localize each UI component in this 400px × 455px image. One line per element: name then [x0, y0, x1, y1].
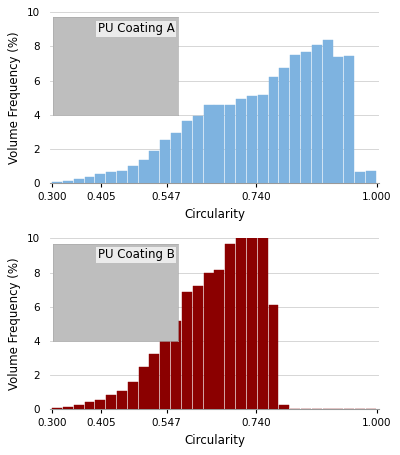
Bar [182, 292, 192, 409]
Bar [258, 238, 268, 409]
Bar [193, 286, 203, 409]
Bar [117, 172, 127, 183]
Bar [225, 105, 235, 183]
Bar [204, 105, 214, 183]
Bar [160, 140, 170, 183]
Bar [334, 57, 344, 183]
Bar [74, 179, 84, 183]
Y-axis label: Volume Frequency (%): Volume Frequency (%) [8, 258, 21, 390]
Bar [204, 273, 214, 409]
Bar [74, 405, 84, 409]
Bar [236, 238, 246, 409]
Bar [150, 152, 160, 183]
Bar [301, 52, 311, 183]
Bar [106, 394, 116, 409]
Bar [63, 181, 73, 183]
Bar [84, 402, 94, 409]
Bar [139, 160, 149, 183]
Bar [268, 77, 278, 183]
Bar [258, 95, 268, 183]
Bar [128, 382, 138, 409]
Bar [193, 116, 203, 183]
Bar [344, 56, 354, 183]
Bar [312, 45, 322, 183]
Bar [171, 133, 181, 183]
Bar [355, 172, 365, 183]
Bar [366, 171, 376, 183]
X-axis label: Circularity: Circularity [184, 434, 245, 447]
Bar [117, 391, 127, 409]
Bar [84, 177, 94, 183]
Bar [247, 238, 257, 409]
Bar [290, 55, 300, 183]
Bar [279, 68, 289, 183]
Bar [52, 182, 62, 183]
Y-axis label: Volume Frequency (%): Volume Frequency (%) [8, 31, 21, 164]
Bar [106, 172, 116, 183]
Bar [214, 270, 224, 409]
Bar [279, 405, 289, 409]
Bar [268, 305, 278, 409]
X-axis label: Circularity: Circularity [184, 207, 245, 221]
Bar [323, 40, 333, 183]
Bar [236, 98, 246, 183]
Bar [95, 174, 105, 183]
Bar [52, 408, 62, 409]
Bar [95, 399, 105, 409]
Bar [214, 105, 224, 183]
Bar [182, 121, 192, 183]
Bar [128, 166, 138, 183]
Bar [160, 333, 170, 409]
Bar [63, 407, 73, 409]
Bar [139, 367, 149, 409]
Bar [247, 96, 257, 183]
Bar [150, 354, 160, 409]
Bar [171, 321, 181, 409]
Bar [225, 244, 235, 409]
